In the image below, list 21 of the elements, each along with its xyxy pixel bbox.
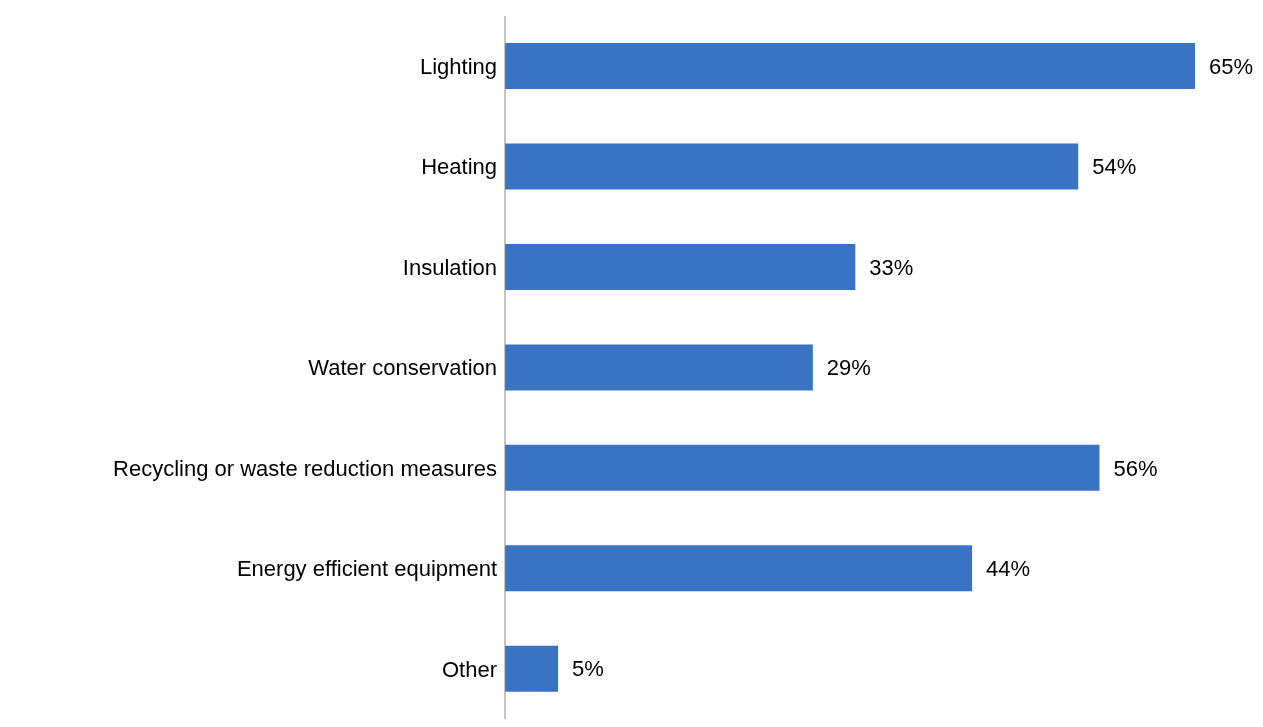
bar <box>505 143 1079 190</box>
data-label: 65% <box>1209 53 1254 79</box>
bar <box>505 243 856 290</box>
data-label: 33% <box>869 254 914 280</box>
y-tick-label: Energy efficient equipment <box>236 556 497 582</box>
data-label: 44% <box>986 556 1031 582</box>
y-tick-label: Recycling or waste reduction measures <box>113 455 497 481</box>
y-tick-label: Water conservation <box>308 355 497 381</box>
bar <box>505 545 973 592</box>
bar <box>505 43 1195 90</box>
bar <box>505 444 1100 491</box>
data-label: 56% <box>1113 455 1158 481</box>
y-tick-label: Insulation <box>402 254 497 280</box>
bar <box>505 645 559 692</box>
data-label: 5% <box>572 656 604 682</box>
y-tick-label: Lighting <box>419 54 497 80</box>
data-label: 54% <box>1092 154 1137 180</box>
bar <box>505 344 813 391</box>
y-tick-label: Heating <box>421 154 497 180</box>
data-label: 29% <box>826 355 871 381</box>
y-tick-label: Other <box>441 656 497 682</box>
